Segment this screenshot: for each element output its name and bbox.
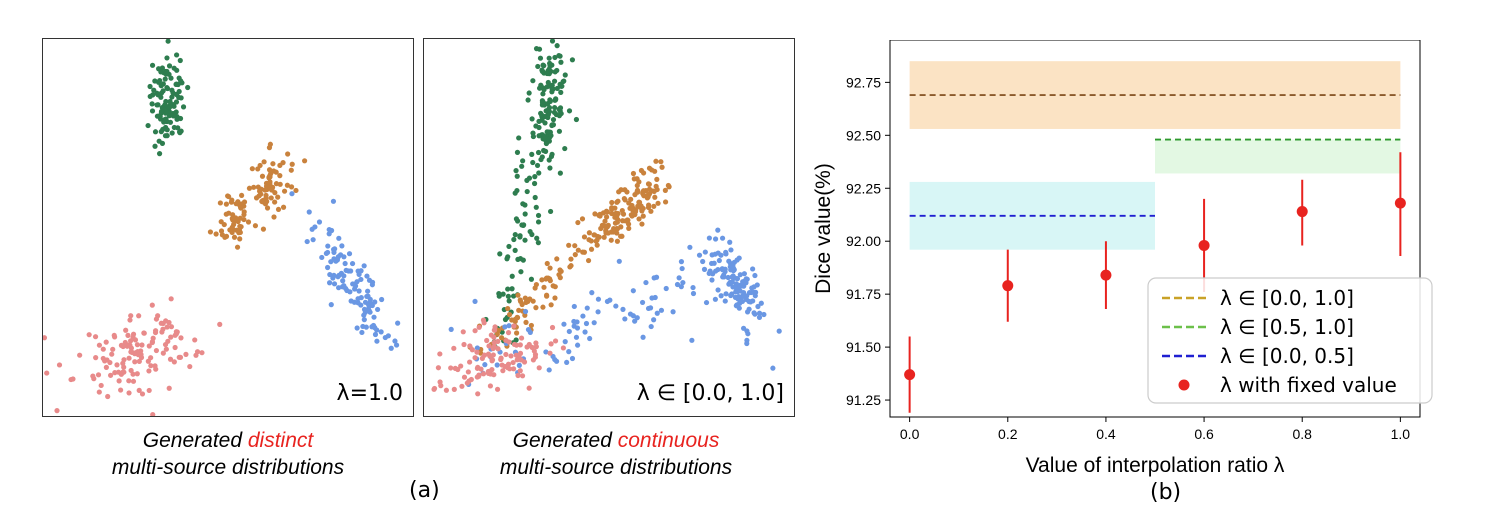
x-tick-label: 0.4 bbox=[1096, 426, 1116, 442]
continuous-distribution-panel: λ ∈ [0.0, 1.0] bbox=[423, 38, 795, 417]
data-point bbox=[1100, 269, 1112, 281]
legend-label: λ with fixed value bbox=[1220, 373, 1397, 397]
y-tick-label: 92.75 bbox=[846, 74, 881, 90]
lambda-fixed-label: λ=1.0 bbox=[336, 381, 403, 406]
sublabel-b: (b) bbox=[1150, 480, 1182, 505]
legend-dot-swatch bbox=[1178, 379, 1190, 391]
caption-text: Generated bbox=[142, 429, 248, 452]
legend-box bbox=[1147, 277, 1433, 404]
legend-label: λ ∈ [0.0, 0.5] bbox=[1220, 344, 1354, 368]
distinct-caption: Generated distinct multi-source distribu… bbox=[42, 427, 414, 481]
legend-label: λ ∈ [0.5, 1.0] bbox=[1220, 315, 1354, 339]
y-tick-label: 91.25 bbox=[846, 392, 881, 408]
x-tick-label: 0.0 bbox=[900, 426, 920, 442]
x-axis-label: Value of interpolation ratio λ bbox=[1026, 454, 1285, 477]
orange-cluster-1 bbox=[207, 192, 252, 250]
caption-text: Generated bbox=[512, 429, 618, 452]
orange-interpolation bbox=[467, 211, 627, 356]
legend-label: λ ∈ [0.0, 1.0] bbox=[1220, 286, 1354, 310]
x-tick-label: 0.2 bbox=[998, 426, 1018, 442]
legend: λ ∈ [0.0, 1.0] λ ∈ [0.5, 1.0] λ ∈ [0.0, 0.… bbox=[1147, 277, 1433, 404]
blue-cluster bbox=[289, 191, 401, 351]
orange-cluster-2 bbox=[613, 158, 672, 227]
caption-highlight: distinct bbox=[247, 429, 314, 452]
caption-line2: multi-source distributions bbox=[111, 456, 345, 479]
data-point bbox=[1198, 239, 1210, 251]
x-tick-label: 0.8 bbox=[1292, 426, 1312, 442]
green-interpolation bbox=[483, 113, 563, 349]
orange-cluster-2 bbox=[226, 141, 308, 232]
continuous-caption: Generated continuous multi-source distri… bbox=[430, 427, 802, 481]
y-tick-label: 92.00 bbox=[846, 233, 881, 249]
y-tick-label: 92.25 bbox=[846, 180, 881, 196]
y-tick-label: 91.50 bbox=[846, 339, 881, 355]
sublabel-a: (a) bbox=[409, 478, 440, 503]
pink-cluster bbox=[43, 296, 223, 416]
y-axis-label: Dice value(%) bbox=[812, 163, 835, 294]
distinct-scatter-plot bbox=[43, 39, 401, 416]
blue-interpolation bbox=[448, 244, 718, 388]
data-point bbox=[1296, 206, 1308, 218]
plot-frame bbox=[889, 40, 1421, 418]
distinct-distribution-panel: λ=1.0 bbox=[42, 38, 414, 417]
band-fill-1 bbox=[1155, 139, 1401, 174]
continuous-scatter-plot bbox=[431, 39, 782, 397]
blue-cluster bbox=[696, 227, 782, 371]
data-point bbox=[1394, 197, 1406, 209]
caption-line2: multi-source distributions bbox=[499, 456, 733, 479]
green-cluster bbox=[145, 39, 191, 157]
lambda-range-label: λ ∈ [0.0, 1.0] bbox=[636, 381, 784, 406]
y-tick-label: 92.50 bbox=[846, 127, 881, 143]
y-tick-label: 91.75 bbox=[846, 286, 881, 302]
x-tick-label: 1.0 bbox=[1391, 426, 1411, 442]
dice-chart: 0.0 0.2 0.4 0.6 0.8 1.0 91.25 91.50 91.75 92.00 92… bbox=[812, 40, 1433, 477]
pink-cluster bbox=[431, 317, 566, 397]
x-tick-label: 0.6 bbox=[1194, 426, 1214, 442]
data-point bbox=[904, 369, 916, 381]
data-point bbox=[1002, 280, 1014, 292]
caption-highlight: continuous bbox=[617, 429, 720, 452]
green-cluster bbox=[525, 39, 580, 160]
